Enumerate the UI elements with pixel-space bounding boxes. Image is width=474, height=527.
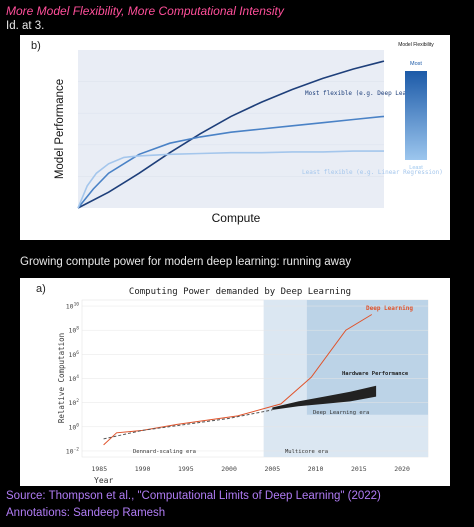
x-tick-label: 1990 [135,465,151,473]
dennard-era-label: Dennard-scaling era [133,449,196,455]
x-tick-label: 1995 [178,465,194,473]
flexibility-colorbar [405,71,427,160]
deep-learning-era-label: Deep Learning era [313,410,369,416]
x-tick-label: 2005 [264,465,280,473]
y-axis-label: Model Performance [54,79,66,179]
least-flexible-label: Least flexible (e.g. Linear Regression) [302,169,443,176]
y-axis-label: Relative Computation [57,333,66,423]
chart-title: Computing Power demanded by Deep Learnin… [129,287,351,297]
flexibility-chart-panel: b) Most flexible (e.g. Deep Learning) Le… [20,35,450,240]
panel-label-a: a) [36,283,46,295]
legend-least: Least [409,165,423,171]
panel-label-b: b) [31,40,41,52]
hardware-performance-label: Hardware Performance [342,371,409,377]
header-title: More Model Flexibility, More Computation… [6,4,284,18]
flexibility-curve-2 [77,115,385,209]
plot-area [78,50,384,208]
flexibility-curve-3 [77,150,384,209]
y-tick-label: 104 [68,374,79,383]
hardware-performance-band [272,385,377,410]
flexibility-curve-1 [77,60,385,209]
y-tick-label: 108 [68,326,79,335]
multicore-era-label: Multicore era [285,449,328,455]
x-tick-label: 2015 [351,465,367,473]
deep-learning-series-label: Deep Learning [366,305,413,312]
x-axis-label: Compute [212,211,261,225]
x-tick-label: 2010 [308,465,324,473]
y-tick-label: 102 [68,398,79,407]
source-citation: Source: Thompson et al., "Computational … [6,490,381,502]
compute-chart: a) Computing Power demanded by Deep Lear… [36,283,429,485]
x-axis-label: Year [94,476,113,485]
deep-learning-line [103,314,373,446]
y-tick-label: 10-2 [66,446,80,455]
legend-title: Model Flexibility [398,42,434,48]
y-tick-label: 1010 [66,302,80,311]
flexibility-chart: b) Most flexible (e.g. Deep Learning) Le… [31,40,443,225]
annotations-credit: Annotations: Sandeep Ramesh [6,507,166,519]
legend-most: Most [410,61,422,67]
section-title: Growing compute power for modern deep le… [20,256,352,268]
most-flexible-label: Most flexible (e.g. Deep Learning) [305,90,428,97]
x-tick-label: 2000 [221,465,237,473]
x-tick-label: 2020 [394,465,410,473]
compute-chart-panel: a) Computing Power demanded by Deep Lear… [20,278,450,486]
header-citation: Id. at 3. [6,20,45,32]
x-tick-label: 1985 [91,465,107,473]
y-tick-label: 106 [68,350,79,359]
y-tick-label: 100 [68,422,79,431]
pre-deep-learning-trend-line [103,409,273,440]
